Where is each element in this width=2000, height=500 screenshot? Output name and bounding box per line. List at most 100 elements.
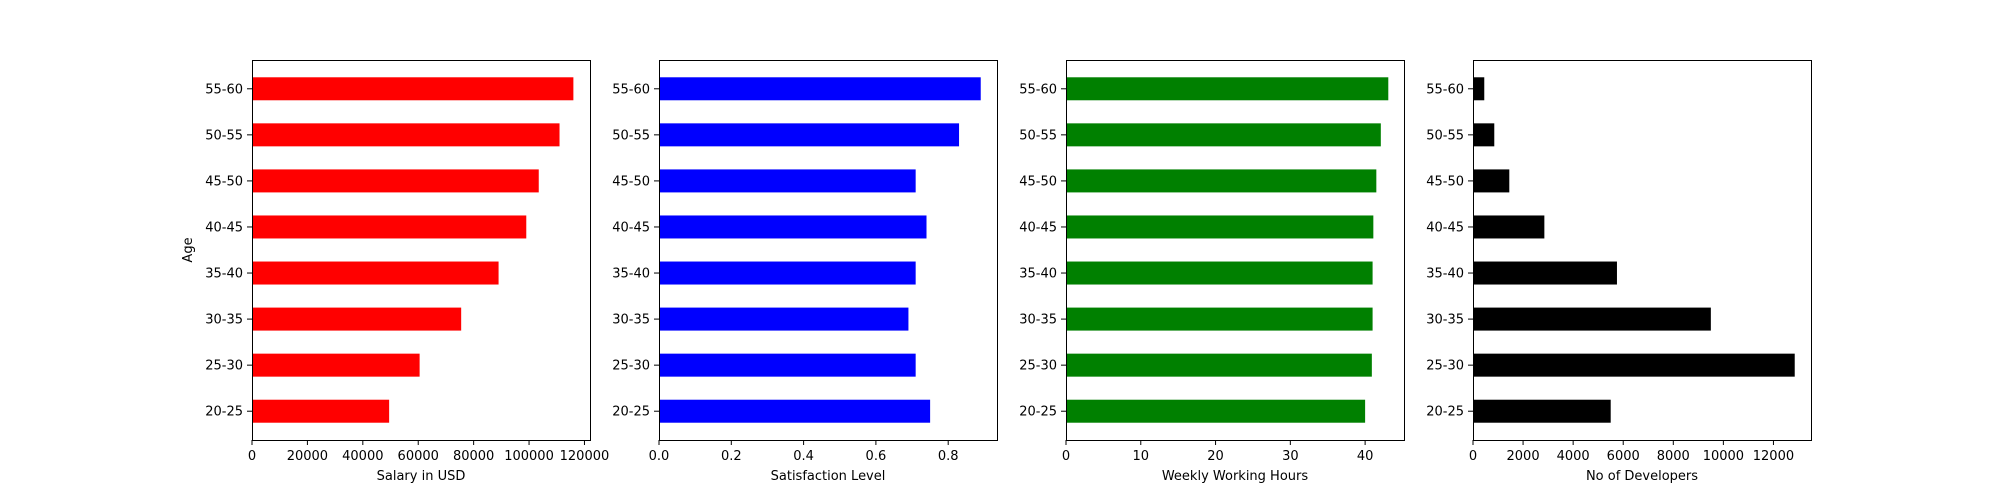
x-tick-label: 40000: [342, 449, 383, 464]
y-tick-label: 25-30: [205, 359, 243, 374]
bar-25-30: [1473, 353, 1795, 377]
y-tick-label: 20-25: [1426, 405, 1464, 420]
bar-50-55: [659, 123, 960, 147]
bar-20-25: [1473, 399, 1611, 423]
bar-40-45: [252, 215, 527, 239]
y-tick-label: 55-60: [612, 82, 650, 97]
y-tick-label: 45-50: [205, 174, 243, 189]
y-tick-label: 30-35: [1426, 313, 1464, 328]
x-tick-label: 10000: [1703, 449, 1744, 464]
chart-panel-1: 20-25 25-30 30-35 35-40 40-45 45-50 50-55 55-60…: [181, 60, 610, 484]
y-tick-label: 20-25: [205, 405, 243, 420]
bar-20-25: [659, 399, 931, 423]
bar-30-35: [1473, 307, 1711, 331]
y-tick-label: 45-50: [1019, 174, 1057, 189]
bar-25-30: [659, 353, 916, 377]
y-tick-label: 40-45: [1426, 220, 1464, 235]
y-tick-label: 30-35: [205, 313, 243, 328]
chart-panel-4: 20-25 25-30 30-35 35-40 40-45 45-50 50-55 55-60…: [1426, 60, 1812, 484]
plot-frame: [252, 60, 591, 441]
bar-35-40: [1066, 261, 1373, 285]
y-tick-label: 40-45: [1019, 220, 1057, 235]
bar-30-35: [1066, 307, 1373, 331]
y-tick-label: 35-40: [205, 267, 243, 282]
x-tick-label: 4000: [1557, 449, 1590, 464]
plot-frame: [1473, 60, 1812, 441]
bar-40-45: [1066, 215, 1374, 239]
x-tick-label: 0: [1469, 449, 1477, 464]
bar-20-25: [252, 399, 390, 423]
x-tick-label: 0: [1062, 449, 1070, 464]
y-tick-label: 40-45: [612, 220, 650, 235]
plot-frame: [1066, 60, 1405, 441]
bar-55-60: [659, 77, 981, 101]
x-tick-label: 0.2: [721, 449, 742, 464]
chart-panel-2: 20-25 25-30 30-35 35-40 40-45 45-50 50-55 55-60…: [612, 60, 998, 484]
y-tick-label: 30-35: [612, 313, 650, 328]
x-tick-label: 8000: [1657, 449, 1690, 464]
y-tick-label: 45-50: [1426, 174, 1464, 189]
bar-30-35: [252, 307, 462, 331]
y-tick-label: 25-30: [1426, 359, 1464, 374]
x-axis-label: Satisfaction Level: [771, 469, 886, 484]
y-tick-label: 25-30: [1019, 359, 1057, 374]
bar-30-35: [659, 307, 909, 331]
x-tick-label: 0: [248, 449, 256, 464]
x-tick-label: 20000: [287, 449, 328, 464]
bar-25-30: [1066, 353, 1372, 377]
y-tick-label: 35-40: [1019, 267, 1057, 282]
x-axis-label: No of Developers: [1586, 469, 1698, 484]
chart-panel-3: 20-25 25-30 30-35 35-40 40-45 45-50 50-55 55-60…: [1019, 60, 1405, 484]
bar-25-30: [252, 353, 420, 377]
y-tick-label: 50-55: [612, 128, 650, 143]
bar-45-50: [1066, 169, 1377, 193]
x-tick-label: 120000: [560, 449, 610, 464]
y-tick-label: 35-40: [1426, 267, 1464, 282]
x-tick-label: 12000: [1753, 449, 1794, 464]
y-tick-label: 35-40: [612, 267, 650, 282]
bar-40-45: [1473, 215, 1545, 239]
x-axis-label: Weekly Working Hours: [1162, 469, 1309, 484]
bar-50-55: [1066, 123, 1381, 147]
bar-45-50: [1473, 169, 1510, 193]
bar-55-60: [1066, 77, 1389, 101]
y-tick-label: 50-55: [1426, 128, 1464, 143]
bar-45-50: [252, 169, 539, 193]
chart-panels: 20-25 25-30 30-35 35-40 40-45 45-50 50-55 55-60…: [181, 60, 1812, 484]
y-tick-label: 25-30: [612, 359, 650, 374]
bar-35-40: [1473, 261, 1617, 285]
bar-50-55: [1473, 123, 1495, 147]
x-tick-label: 100000: [504, 449, 554, 464]
y-tick-label: 55-60: [1426, 82, 1464, 97]
x-tick-label: 10: [1133, 449, 1150, 464]
y-axis-label: Age: [181, 237, 196, 262]
y-tick-label: 40-45: [205, 220, 243, 235]
plot-frame: [659, 60, 998, 441]
y-tick-label: 20-25: [612, 405, 650, 420]
bar-55-60: [252, 77, 574, 101]
x-tick-label: 6000: [1607, 449, 1640, 464]
y-tick-label: 50-55: [205, 128, 243, 143]
x-tick-label: 2000: [1507, 449, 1540, 464]
x-tick-label: 0.4: [793, 449, 814, 464]
bar-55-60: [1473, 77, 1485, 101]
bar-35-40: [252, 261, 499, 285]
x-tick-label: 20: [1207, 449, 1224, 464]
y-tick-label: 55-60: [205, 82, 243, 97]
x-tick-label: 60000: [398, 449, 439, 464]
y-tick-label: 50-55: [1019, 128, 1057, 143]
x-axis-label: Salary in USD: [377, 469, 466, 484]
x-tick-label: 30: [1282, 449, 1299, 464]
y-tick-label: 45-50: [612, 174, 650, 189]
x-tick-label: 40: [1357, 449, 1374, 464]
y-tick-label: 20-25: [1019, 405, 1057, 420]
bar-40-45: [659, 215, 927, 239]
bar-20-25: [1066, 399, 1366, 423]
bar-45-50: [659, 169, 916, 193]
y-tick-label: 55-60: [1019, 82, 1057, 97]
x-tick-label: 0.8: [938, 449, 959, 464]
bar-35-40: [659, 261, 916, 285]
x-tick-label: 0.6: [866, 449, 887, 464]
